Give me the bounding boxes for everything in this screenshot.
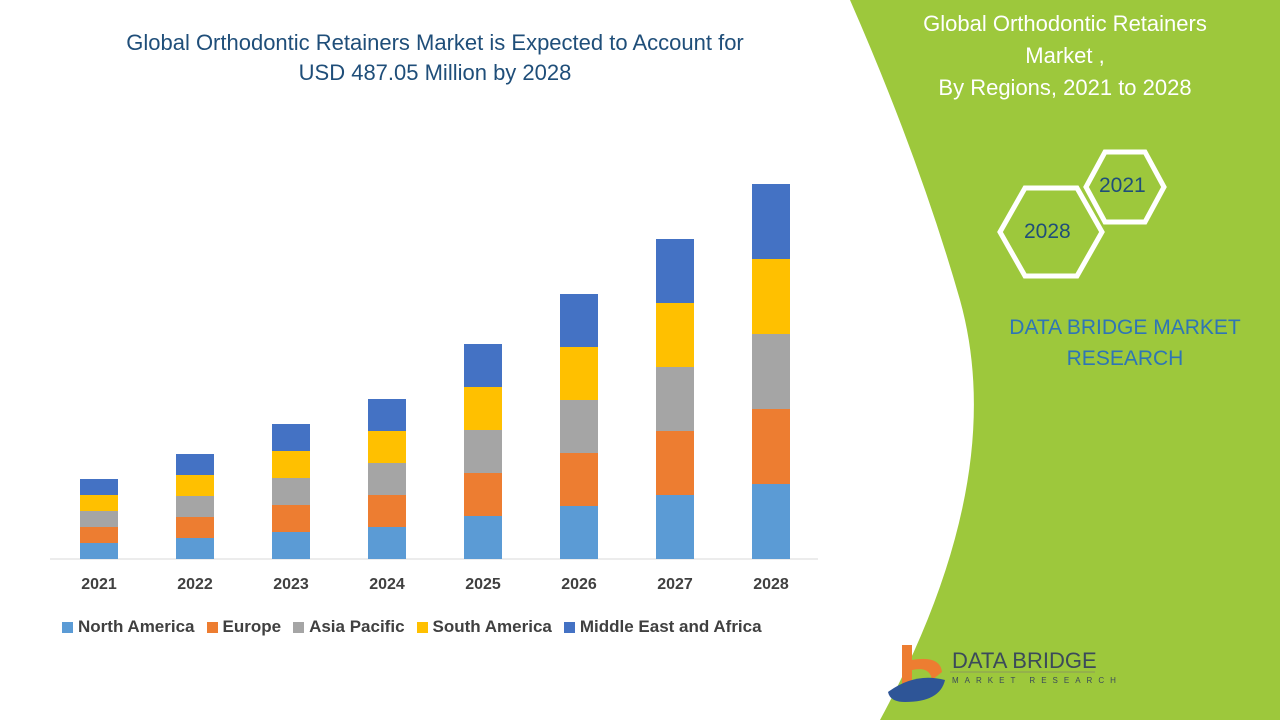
bar-segment-2022-north-america — [176, 538, 214, 559]
title-line-1: Global Orthodontic Retainers Market is E… — [126, 30, 744, 55]
x-tick-label: 2021 — [81, 576, 117, 593]
bar-segment-2023-europe — [272, 505, 310, 532]
bar-segment-2028-europe — [752, 409, 790, 484]
legend-label: Asia Pacific — [309, 617, 405, 636]
legend-label: North America — [78, 617, 195, 636]
bar-segment-2022-south-america — [176, 475, 214, 496]
bar-segment-2023-south-america — [272, 451, 310, 478]
legend-item: South America — [416, 617, 552, 637]
legend: North America Europe Asia Pacific South Ame… — [62, 617, 762, 637]
logo-text: DATA BRIDGE — [952, 648, 1097, 673]
legend-swatch — [206, 621, 218, 633]
title-line-2: USD 487.05 Million by 2028 — [298, 60, 572, 85]
bar-segment-2025-middle-east-and-africa — [464, 344, 502, 387]
x-tick-label: 2022 — [177, 576, 213, 593]
bar-segment-2024-middle-east-and-africa — [368, 399, 406, 431]
side-panel-title: Global Orthodontic Retainers Market , By… — [890, 8, 1240, 104]
legend-item: Europe — [206, 617, 282, 637]
bar-segment-2021-south-america — [80, 495, 118, 511]
legend-item: North America — [62, 617, 195, 637]
hexagon-label-2028: 2028 — [1024, 220, 1071, 243]
bar-segment-2021-middle-east-and-africa — [80, 479, 118, 495]
bar-segment-2028-north-america — [752, 484, 790, 559]
bar-segment-2025-asia-pacific — [464, 430, 502, 473]
bar-segment-2021-europe — [80, 527, 118, 543]
panel-title-line-1: Global Orthodontic Retainers — [923, 11, 1207, 36]
bar-segment-2022-europe — [176, 517, 214, 538]
legend-swatch — [293, 621, 305, 633]
bar-segment-2021-north-america — [80, 543, 118, 559]
hexagon-2028-icon — [997, 185, 1105, 279]
chart-title: Global Orthodontic Retainers Market is E… — [60, 28, 810, 88]
legend-swatch — [563, 621, 575, 633]
bar-segment-2022-asia-pacific — [176, 496, 214, 517]
legend-item: Asia Pacific — [293, 617, 405, 637]
bar-segment-2027-middle-east-and-africa — [656, 239, 694, 303]
bar-segment-2026-europe — [560, 453, 598, 506]
brand-text: DATA BRIDGE MARKET RESEARCH — [985, 312, 1265, 374]
brand-line-2: RESEARCH — [1066, 347, 1184, 370]
bar-segment-2027-north-america — [656, 495, 694, 559]
bar-segment-2028-middle-east-and-africa — [752, 184, 790, 259]
green-side-panel — [850, 0, 1280, 720]
bar-segment-2023-asia-pacific — [272, 478, 310, 505]
legend-label: Europe — [222, 617, 282, 636]
x-tick-label: 2023 — [273, 576, 309, 593]
bar-segment-2024-europe — [368, 495, 406, 527]
bar-segment-2022-middle-east-and-africa — [176, 454, 214, 475]
panel-title-line-3: By Regions, 2021 to 2028 — [938, 75, 1192, 100]
logo-subtext: MARKET RESEARCH — [952, 676, 1122, 685]
bar-segment-2025-north-america — [464, 516, 502, 559]
legend-label: South America — [432, 617, 552, 636]
bar-segment-2025-europe — [464, 473, 502, 516]
x-tick-label: 2025 — [465, 576, 501, 593]
x-tick-label: 2027 — [657, 576, 693, 593]
bar-segment-2028-asia-pacific — [752, 334, 790, 409]
bar-segment-2026-asia-pacific — [560, 400, 598, 453]
data-bridge-logo-icon — [888, 645, 1095, 702]
bars-group — [80, 184, 790, 559]
x-tick-label: 2024 — [369, 576, 405, 593]
bar-segment-2028-south-america — [752, 259, 790, 334]
bar-segment-2027-europe — [656, 431, 694, 495]
bar-segment-2023-middle-east-and-africa — [272, 424, 310, 451]
bar-segment-2026-middle-east-and-africa — [560, 294, 598, 347]
bar-segment-2027-south-america — [656, 303, 694, 367]
brand-line-1: DATA BRIDGE MARKET — [1009, 316, 1241, 339]
hexagon-2021-icon — [1083, 149, 1167, 225]
panel-title-line-2: Market , — [1025, 43, 1105, 68]
bar-segment-2024-south-america — [368, 431, 406, 463]
bar-segment-2023-north-america — [272, 532, 310, 559]
x-tick-label: 2028 — [753, 576, 789, 593]
legend-label: Middle East and Africa — [579, 617, 762, 636]
bar-segment-2024-asia-pacific — [368, 463, 406, 495]
bar-segment-2025-south-america — [464, 387, 502, 430]
bar-segment-2024-north-america — [368, 527, 406, 559]
bar-segment-2021-asia-pacific — [80, 511, 118, 527]
legend-swatch — [416, 621, 428, 633]
bar-segment-2027-asia-pacific — [656, 367, 694, 431]
x-tick-label: 2026 — [561, 576, 597, 593]
hexagon-label-2021: 2021 — [1099, 174, 1146, 197]
bar-segment-2026-south-america — [560, 347, 598, 400]
legend-swatch — [62, 621, 73, 633]
bar-segment-2026-north-america — [560, 506, 598, 559]
legend-item: Middle East and Africa — [563, 617, 762, 637]
